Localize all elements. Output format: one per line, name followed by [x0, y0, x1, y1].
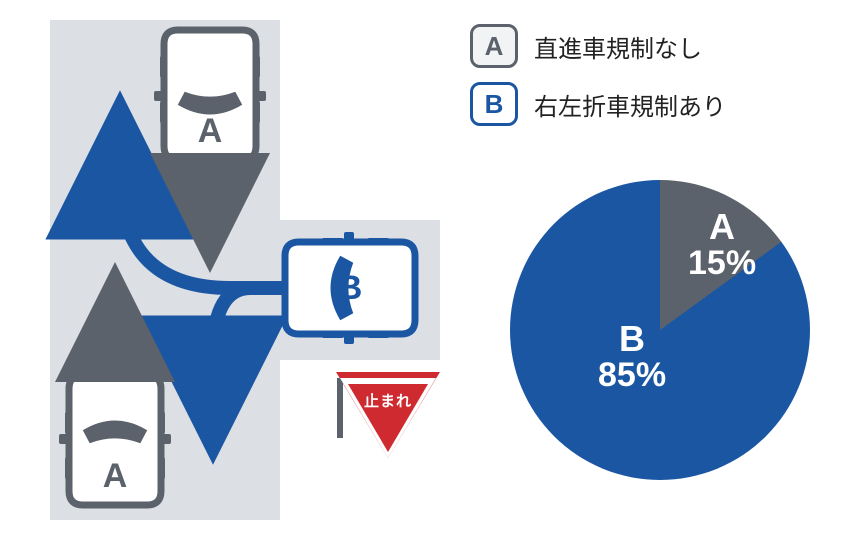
- legend-badge-a: A: [470, 24, 518, 68]
- svg-text:A: A: [198, 112, 223, 150]
- legend-letter-b: B: [485, 89, 504, 120]
- legend-label-b: 右左折車規制あり: [534, 87, 726, 122]
- legend-row-a: A 直進車規制なし: [470, 24, 726, 68]
- pie-pct-a: 15%: [688, 246, 756, 282]
- stop-sign: 止まれ: [340, 378, 436, 458]
- stop-sign-triangle: 止まれ: [340, 378, 436, 458]
- legend-label-a: 直進車規制なし: [534, 29, 702, 64]
- svg-text:B: B: [338, 269, 363, 307]
- fault-ratio-pie: A 15% B 85%: [510, 180, 810, 480]
- svg-text:A: A: [103, 457, 128, 495]
- car-B_right-icon: B: [285, 232, 415, 344]
- legend-badge-b: B: [470, 82, 518, 126]
- intersection-diagram: A A B 止まれ: [20, 20, 440, 520]
- pie-letter-a: A: [688, 208, 756, 246]
- legend-letter-a: A: [485, 31, 504, 62]
- pie-pct-b: 85%: [598, 358, 666, 394]
- pie-slice-label-b: B 85%: [598, 320, 666, 393]
- legend-row-b: B 右左折車規制あり: [470, 82, 726, 126]
- legend: A 直進車規制なし B 右左折車規制あり: [470, 24, 726, 140]
- pie-slice-label-a: A 15%: [688, 208, 756, 281]
- car-A_top-icon: A: [154, 30, 266, 160]
- stop-sign-label: 止まれ: [358, 390, 418, 411]
- car-A_bottom-icon: A: [59, 375, 171, 505]
- pie-letter-b: B: [598, 320, 666, 358]
